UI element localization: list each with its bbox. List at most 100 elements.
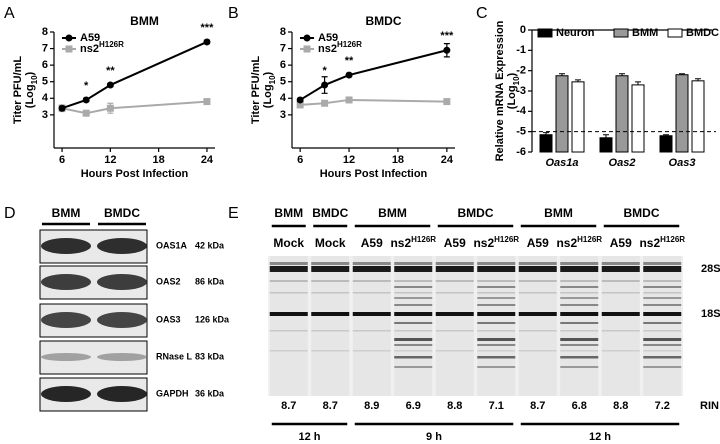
lane-label-part: ns2 (556, 236, 577, 250)
lane-label: ns2H126R (473, 235, 519, 251)
gel-band (269, 312, 308, 316)
lane (394, 256, 433, 396)
legend-marker (303, 34, 311, 42)
x-tick-label: 6 (59, 154, 65, 166)
point (82, 109, 90, 117)
gel-band (643, 304, 682, 306)
y-axis-label: Titer PFU/mL (12, 56, 24, 125)
gel-band (477, 366, 516, 368)
gel-band (352, 312, 391, 316)
blot-band (97, 386, 147, 402)
y-axis-label-part: ) (506, 72, 518, 76)
gel-band (560, 322, 599, 324)
gel-band (477, 322, 516, 324)
lane-label: ns2H126R (390, 235, 436, 251)
blot-band (41, 353, 91, 361)
y-axis-label-part: 10 (268, 75, 277, 84)
gel-band (435, 266, 474, 272)
gel-band (435, 330, 474, 332)
series-line (61, 41, 208, 110)
legend-swatch (667, 28, 683, 38)
lane-label-part: H126R (577, 235, 602, 244)
group-label: BMDC (458, 206, 494, 220)
legend-swatch (537, 28, 553, 38)
rin-value: 8.7 (530, 400, 545, 412)
x-tick-label: 6 (297, 154, 303, 166)
protein-label: RNase L (156, 351, 193, 361)
y-tick-label: 8 (280, 26, 286, 38)
rin-value: 7.2 (655, 400, 670, 412)
gel-band (518, 312, 557, 316)
lane-label: A59 (610, 236, 632, 250)
y-tick-label: 6 (280, 59, 286, 71)
gel-band (477, 330, 516, 332)
point (203, 38, 211, 46)
gel-band (601, 262, 640, 265)
gel-band (643, 286, 682, 288)
gel-band (269, 292, 308, 294)
gel-band (352, 266, 391, 272)
bar (615, 75, 629, 153)
rin-value: 7.1 (489, 400, 504, 412)
series-line (299, 49, 448, 101)
y-tick-label: 4 (42, 92, 49, 104)
blot-band (41, 238, 91, 254)
rin-label: RIN (700, 400, 719, 412)
gel-band (394, 312, 433, 316)
x-tick-label: Oas2 (609, 157, 636, 169)
protein-label: OAS3 (156, 314, 181, 324)
bar (675, 74, 689, 153)
gel-band (394, 292, 433, 294)
y-tick-label: 0 (520, 24, 526, 36)
gel-band (518, 350, 557, 352)
legend-marker (65, 45, 73, 53)
gel-band (477, 312, 516, 316)
y-tick-label: 3 (280, 109, 286, 121)
lane (560, 256, 599, 396)
legend-label-part: A59 (80, 32, 100, 44)
gel-band (477, 280, 516, 282)
size-label: 36 kDa (195, 388, 225, 398)
gel-band (477, 356, 516, 359)
y-tick-label: 8 (42, 26, 48, 38)
blot-column-label: BMM (52, 206, 81, 220)
y-tick-label: 5 (280, 76, 286, 88)
x-tick-label: Oas3 (669, 157, 696, 169)
gel-band (352, 350, 391, 352)
lane (518, 256, 557, 396)
gel-band (518, 292, 557, 294)
point (203, 98, 211, 106)
gel-band (394, 356, 433, 359)
rin-value: 8.8 (613, 400, 628, 412)
y-axis-label-part: 10 (512, 76, 521, 85)
blot-band (41, 312, 91, 328)
error-bar (663, 134, 669, 136)
bar (555, 75, 569, 153)
gel-band (352, 262, 391, 265)
bar (659, 135, 673, 153)
y-tick-label: 6 (42, 59, 48, 71)
y-tick-label: 5 (42, 76, 48, 88)
gel-band (560, 280, 599, 282)
y-tick-label: 7 (280, 42, 286, 54)
point (321, 99, 329, 107)
gel-band (269, 330, 308, 332)
error-bar (635, 81, 641, 85)
gel-band (394, 344, 433, 346)
gel-band (643, 344, 682, 346)
gel-band (435, 262, 474, 265)
lane-label-part: H126R (411, 235, 436, 244)
error-bar (619, 73, 625, 76)
legend-label: BMDC (686, 27, 719, 39)
gel-band (269, 350, 308, 352)
point (321, 81, 329, 89)
gel-band (352, 280, 391, 282)
x-tick-label: 18 (153, 154, 165, 166)
series-line (300, 98, 447, 106)
gel-band (311, 350, 350, 352)
chart-title: BMM (130, 14, 159, 28)
marker-label: 28S (701, 263, 720, 275)
size-label: 42 kDa (195, 240, 225, 250)
lane-label-part: Mock (315, 236, 346, 250)
gel-band (269, 280, 308, 282)
